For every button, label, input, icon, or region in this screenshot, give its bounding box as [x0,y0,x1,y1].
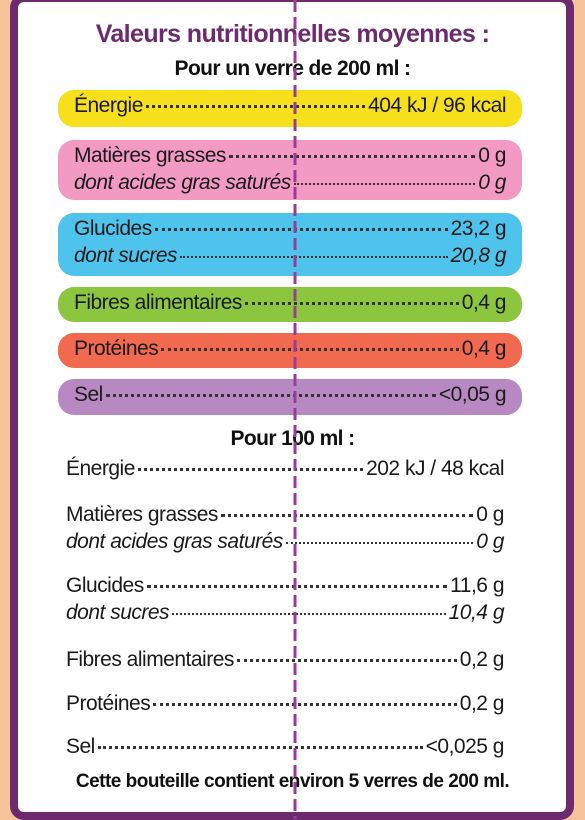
dot-leader [105,394,436,397]
dot-leader [145,105,366,108]
nutrient-row: Protéines 0,2 g [66,692,505,722]
nutrient-label: Matières grasses [66,503,218,526]
main-line: Sel <0,05 g [74,383,507,410]
nutrient-row: Glucides 11,6 g dont sucres 10,4 g [66,574,505,630]
nutrient-label: Énergie [66,457,135,480]
nutrient-value: 10,4 g [448,601,505,624]
main-line: Protéines 0,4 g [74,337,507,364]
sub-line: dont sucres 10,4 g [66,601,505,628]
section-heading: Pour 100 ml : [230,427,355,450]
nutrient-value: 404 kJ / 96 kcal [368,94,506,117]
main-line: Sel <0,025 g [66,735,505,762]
dot-leader [236,659,457,662]
main-line: Protéines 0,2 g [66,692,505,719]
main-line: Énergie 404 kJ / 96 kcal [74,94,506,121]
nutrient-label: dont sucres [74,244,178,267]
main-line: Glucides 23,2 g [74,217,507,244]
nutrient-label: Énergie [74,94,143,117]
nutrient-value: 0,4 g [461,291,507,314]
nutrient-value: <0,05 g [438,383,507,406]
nutrient-row: Matières grasses 0 g dont acides gras satu… [66,503,504,559]
section-heading: Pour un verre de 200 ml : [174,57,412,80]
title: Valeurs nutritionnelles moyennes : [95,20,490,48]
nutrient-value: 0,4 g [461,337,507,360]
dot-leader [293,183,476,185]
nutrient-label: Fibres alimentaires [66,648,234,671]
nutrient-value: <0,025 g [425,735,505,758]
main-line: Matières grasses 0 g [66,503,504,530]
nutrient-value: 0 g [478,144,506,167]
sub-line: dont acides gras saturés 0 g [74,171,506,198]
nutrient-value: 20,8 g [450,244,507,267]
dot-leader [244,302,459,305]
nutrient-label: Glucides [74,217,152,240]
footer: Cette bouteille contient environ 5 verre… [75,771,510,792]
nutrient-value: 202 kJ / 48 kcal [366,457,504,480]
nutrient-label: dont acides gras saturés [66,530,283,553]
nutrient-pill: Sel <0,05 g [58,379,522,415]
main-line: Glucides 11,6 g [66,574,504,601]
main-line: Matières grasses 0 g [74,144,506,171]
nutrient-value: 23,2 g [450,217,507,240]
dot-leader [220,514,474,517]
nutrient-pill: Fibres alimentaires 0,4 g [58,287,522,322]
nutrient-pill: Protéines 0,4 g [58,333,522,368]
nutrient-row: Fibres alimentaires 0,2 g [66,648,505,678]
sub-line: dont acides gras saturés 0 g [66,530,504,557]
dot-leader [154,228,448,231]
main-line: Fibres alimentaires 0,4 g [74,291,507,318]
dot-leader [180,256,448,258]
dot-leader [161,348,459,351]
nutrient-label: Fibres alimentaires [74,291,242,314]
nutrient-value: 0 g [476,530,504,553]
dot-leader [137,468,364,471]
main-line: Énergie 202 kJ / 48 kcal [66,457,504,484]
nutrient-label: dont acides gras saturés [74,171,291,194]
nutrient-pill: Énergie 404 kJ / 96 kcal [58,90,522,127]
nutrient-pill: Glucides 23,2 g dont sucres 20,8 g [58,213,522,276]
dot-leader [97,746,423,749]
nutrient-row: Énergie 202 kJ / 48 kcal [66,457,504,487]
dot-leader [228,155,476,158]
nutrient-label: dont sucres [66,601,170,624]
nutrient-label: Sel [66,735,95,758]
nutrient-pill: Matières grasses 0 g dont acides gras satu… [58,140,522,200]
sub-line: dont sucres 20,8 g [74,244,507,271]
dot-leader [285,542,474,544]
nutrient-label: Protéines [66,692,151,715]
nutrient-row: Sel <0,025 g [66,735,505,765]
nutrient-value: 0,2 g [459,692,505,715]
nutrient-label: Sel [74,383,103,406]
nutrient-label: Glucides [66,574,144,597]
nutrient-label: Protéines [74,337,159,360]
nutrient-value: 11,6 g [450,574,504,597]
nutrient-value: 0 g [476,503,504,526]
dot-leader [153,703,457,706]
nutrient-label: Matières grasses [74,144,226,167]
dot-leader [146,585,448,588]
dot-leader [172,613,446,615]
nutrient-value: 0 g [478,171,506,194]
main-line: Fibres alimentaires 0,2 g [66,648,505,675]
nutrient-value: 0,2 g [459,648,505,671]
